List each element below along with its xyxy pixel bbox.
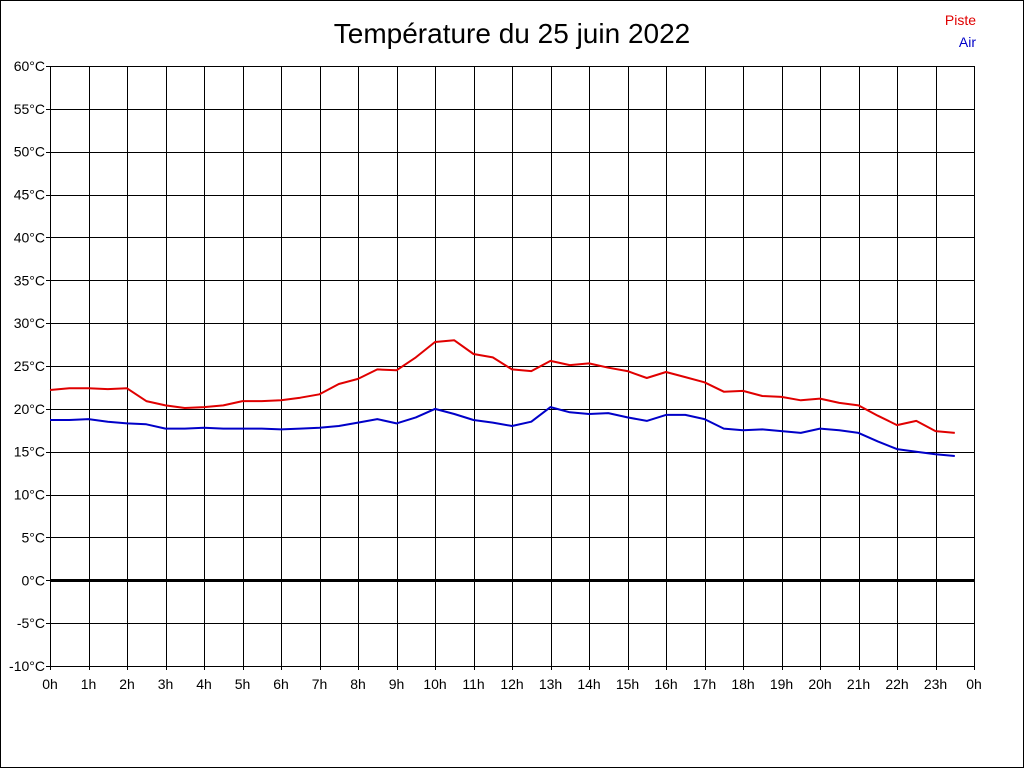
x-tick-label: 20h: [808, 676, 831, 692]
x-tick-label: 14h: [577, 676, 600, 692]
y-tick-label: 50°C: [14, 144, 45, 160]
y-tick-label: -5°C: [17, 615, 45, 631]
x-tick-label: 0h: [966, 676, 982, 692]
series-line-piste: [49, 339, 955, 434]
legend-entry-piste: Piste: [944, 12, 976, 28]
y-tick-label: 40°C: [14, 229, 45, 245]
y-tick-label: 30°C: [14, 315, 45, 331]
y-tick-label: 45°C: [14, 187, 45, 203]
x-tick-label: 16h: [654, 676, 677, 692]
x-tick-label: 21h: [847, 676, 870, 692]
x-tick-label: 8h: [350, 676, 366, 692]
y-tick-label: 15°C: [14, 444, 45, 460]
y-tick-label: 35°C: [14, 272, 45, 288]
x-tick-label: 23h: [924, 676, 947, 692]
x-tick-label: 2h: [119, 676, 135, 692]
x-tick-label: 15h: [616, 676, 639, 692]
x-tick-label: 7h: [312, 676, 328, 692]
y-tick-label: -10°C: [9, 658, 45, 674]
y-tick-label: 20°C: [14, 401, 45, 417]
y-tick-label: 60°C: [14, 58, 45, 74]
x-tick-label: 13h: [539, 676, 562, 692]
x-tick-label: 5h: [235, 676, 251, 692]
x-tick-label: 1h: [81, 676, 97, 692]
plot-border: [50, 66, 975, 667]
x-tick-label: 4h: [196, 676, 212, 692]
x-tick-label: 18h: [731, 676, 754, 692]
y-tick-label: 10°C: [14, 487, 45, 503]
x-tick-label: 11h: [462, 676, 484, 692]
y-tick-label: 25°C: [14, 358, 45, 374]
x-tick-label: 17h: [693, 676, 716, 692]
x-tick-label: 0h: [42, 676, 58, 692]
x-tick-label: 22h: [885, 676, 908, 692]
x-tick-label: 12h: [500, 676, 523, 692]
x-tick-label: 19h: [770, 676, 793, 692]
x-tick-label: 3h: [158, 676, 174, 692]
x-tick-label: 10h: [423, 676, 446, 692]
x-tick-label: 9h: [389, 676, 405, 692]
y-tick-label: 0°C: [22, 572, 46, 588]
legend-entry-air: Air: [958, 34, 976, 50]
y-tick-label: 5°C: [22, 529, 46, 545]
chart-title: Température du 25 juin 2022: [333, 18, 691, 49]
x-tick-label: 6h: [273, 676, 289, 692]
series-line-air: [50, 406, 955, 457]
y-tick-label: 55°C: [14, 101, 45, 117]
